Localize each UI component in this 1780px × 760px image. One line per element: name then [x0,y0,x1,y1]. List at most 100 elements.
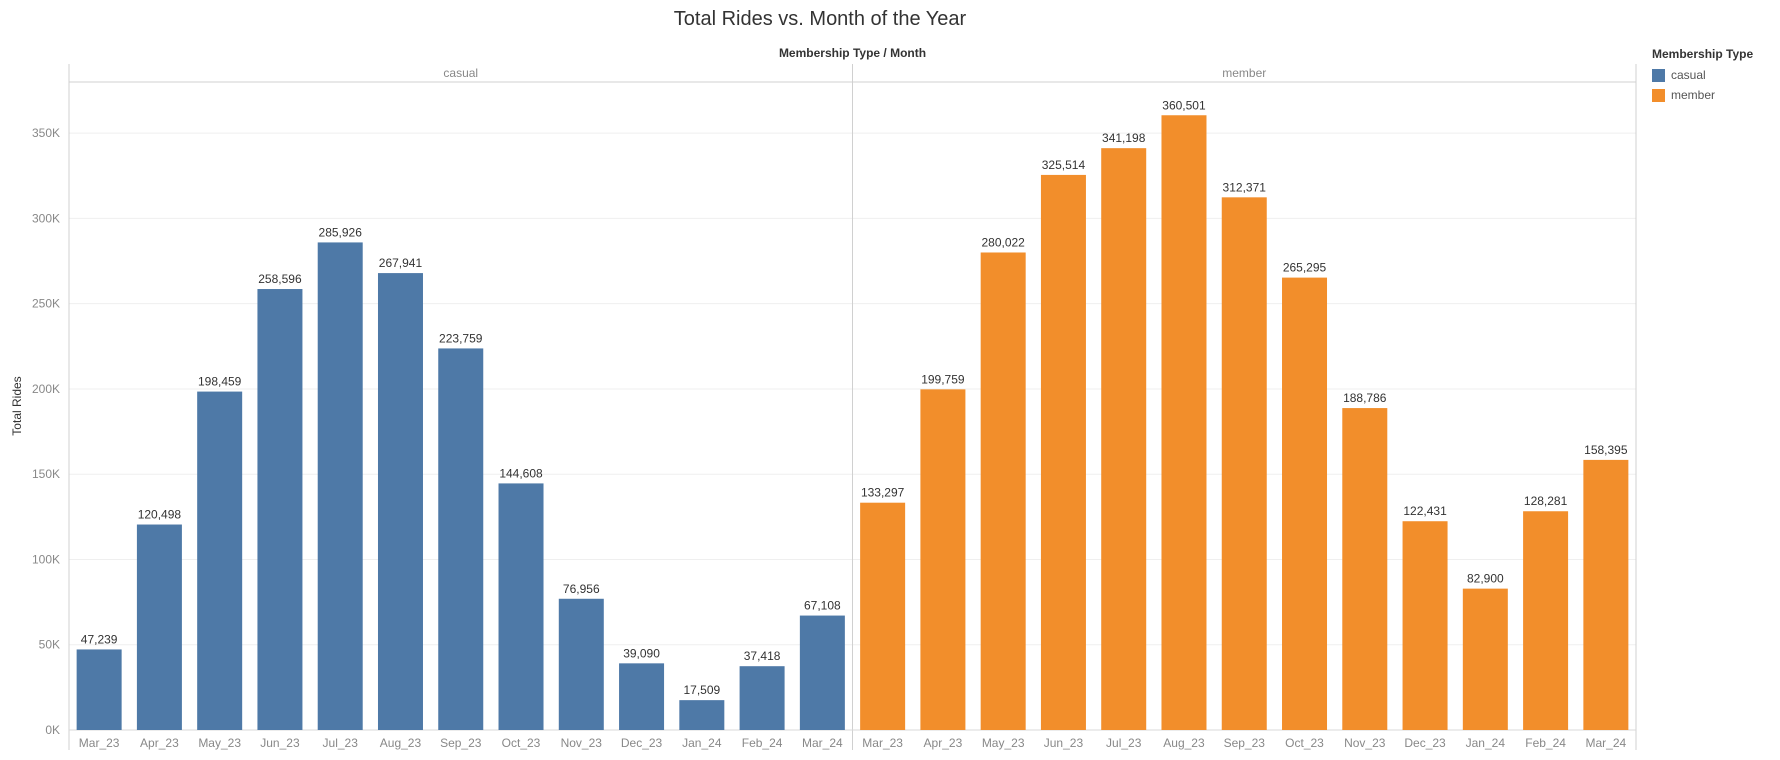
x-tick-label-casual-sep-23: Sep_23 [440,736,482,750]
bar-member-dec-23 [1402,521,1448,730]
x-tick-label-casual-nov-23: Nov_23 [561,736,603,750]
x-tick-label-member-mar-23: Mar_23 [862,736,903,750]
data-label-member-nov-23: 188,786 [1343,391,1387,405]
y-axis-title: Total Rides [10,376,24,435]
bar-member-may-23 [980,252,1026,730]
x-tick-label-member-jun-23: Jun_23 [1044,736,1084,750]
bar-casual-apr-23 [136,524,182,730]
x-tick-label-casual-apr-23: Apr_23 [140,736,179,750]
x-tick-label-member-mar-24: Mar_24 [1586,736,1627,750]
data-label-casual-jun-23: 258,596 [258,272,302,286]
data-label-casual-sep-23: 223,759 [439,331,483,345]
data-label-casual-aug-23: 267,941 [379,256,423,270]
x-tick-label-casual-feb-24: Feb_24 [742,736,783,750]
legend-swatch-casual [1652,68,1665,82]
legend-label-casual: casual [1671,68,1706,82]
bar-casual-may-23 [197,391,243,730]
data-label-member-jun-23: 325,514 [1042,158,1086,172]
legend-label-member: member [1671,88,1716,102]
column-header: Membership Type / Month [779,46,926,60]
legend-swatch-member [1652,88,1665,102]
bar-chart: Membership Type / Month Total Rides 0K 50K 1… [10,46,1637,750]
x-tick-label-member-may-23: May_23 [982,736,1025,750]
chart-title: Total Rides vs. Month of the Year [673,8,967,30]
y-tick-label: 300K [32,211,60,225]
data-label-member-may-23: 280,022 [981,235,1025,249]
bar-casual-jul-23 [317,242,363,730]
x-tick-label-member-nov-23: Nov_23 [1344,736,1386,750]
y-tick-label: 100K [32,552,60,566]
legend-title: Membership Type [1652,47,1754,61]
pane-header-casual: casual [443,66,478,80]
bar-casual-jan-24 [679,700,725,730]
x-tick-label-member-apr-23: Apr_23 [924,736,963,750]
y-tick-label: 250K [32,297,60,311]
bar-casual-dec-23 [619,663,665,730]
y-tick-label: 150K [32,467,60,481]
data-label-casual-apr-23: 120,498 [138,508,182,522]
bar-member-oct-23 [1282,277,1328,730]
data-label-casual-dec-23: 39,090 [623,646,660,660]
data-label-casual-nov-23: 76,956 [563,582,600,596]
data-label-member-apr-23: 199,759 [921,372,965,386]
y-tick-label: 0K [45,723,60,737]
x-tick-label-casual-oct-23: Oct_23 [502,736,541,750]
x-tick-label-member-jul-23: Jul_23 [1106,736,1142,750]
data-label-member-aug-23: 360,501 [1162,98,1206,112]
bar-casual-sep-23 [438,348,484,730]
legend-item-member[interactable]: member [1652,85,1753,105]
x-tick-label-member-dec-23: Dec_23 [1404,736,1446,750]
bar-member-apr-23 [920,389,966,730]
x-tick-label-member-oct-23: Oct_23 [1285,736,1324,750]
bar-casual-jun-23 [257,289,303,730]
data-label-casual-may-23: 198,459 [198,375,242,389]
data-label-casual-mar-24: 67,108 [804,599,841,613]
x-tick-label-casual-mar-23: Mar_23 [79,736,120,750]
bar-casual-oct-23 [498,483,544,730]
x-tick-label-member-feb-24: Feb_24 [1525,736,1566,750]
data-label-member-jul-23: 341,198 [1102,131,1146,145]
bar-casual-mar-23 [76,649,122,730]
data-label-casual-jul-23: 285,926 [319,225,363,239]
data-label-member-mar-23: 133,297 [861,486,905,500]
x-tick-label-casual-jan-24: Jan_24 [682,736,722,750]
bar-member-aug-23 [1161,115,1207,731]
data-label-casual-feb-24: 37,418 [744,649,781,663]
data-label-member-feb-24: 128,281 [1524,494,1568,508]
x-tick-label-casual-mar-24: Mar_24 [802,736,843,750]
x-tick-label-member-jan-24: Jan_24 [1466,736,1506,750]
data-label-member-dec-23: 122,431 [1403,504,1447,518]
data-label-member-jan-24: 82,900 [1467,572,1504,586]
bar-member-jan-24 [1462,588,1508,730]
data-label-member-oct-23: 265,295 [1283,261,1327,275]
legend-item-casual[interactable]: casual [1652,65,1753,85]
bar-member-mar-24 [1583,459,1629,730]
legend: Membership Type casual member [1652,47,1753,105]
x-tick-label-casual-jun-23: Jun_23 [260,736,300,750]
bar-member-mar-23 [860,502,906,730]
x-tick-label-casual-may-23: May_23 [198,736,241,750]
data-label-casual-jan-24: 17,509 [683,683,720,697]
data-label-casual-mar-23: 47,239 [81,632,118,646]
bar-casual-feb-24 [739,666,785,730]
bar-casual-aug-23 [377,273,423,730]
data-label-member-mar-24: 158,395 [1584,443,1628,457]
x-tick-label-casual-aug-23: Aug_23 [380,736,422,750]
x-tick-label-member-sep-23: Sep_23 [1224,736,1266,750]
bar-member-sep-23 [1221,197,1267,730]
bar-member-jul-23 [1101,148,1147,731]
data-label-member-sep-23: 312,371 [1223,180,1267,194]
bar-casual-mar-24 [799,615,845,730]
data-label-casual-oct-23: 144,608 [499,466,543,480]
y-tick-label: 50K [39,638,60,652]
y-tick-label: 200K [32,382,60,396]
bar-member-jun-23 [1040,174,1086,730]
x-tick-label-casual-jul-23: Jul_23 [323,736,359,750]
x-tick-label-casual-dec-23: Dec_23 [621,736,663,750]
pane-header-member: member [1222,66,1266,80]
bar-member-nov-23 [1342,408,1388,730]
bar-casual-nov-23 [558,598,604,730]
bar-member-feb-24 [1523,511,1569,730]
x-tick-label-member-aug-23: Aug_23 [1163,736,1205,750]
y-tick-label: 350K [32,126,60,140]
